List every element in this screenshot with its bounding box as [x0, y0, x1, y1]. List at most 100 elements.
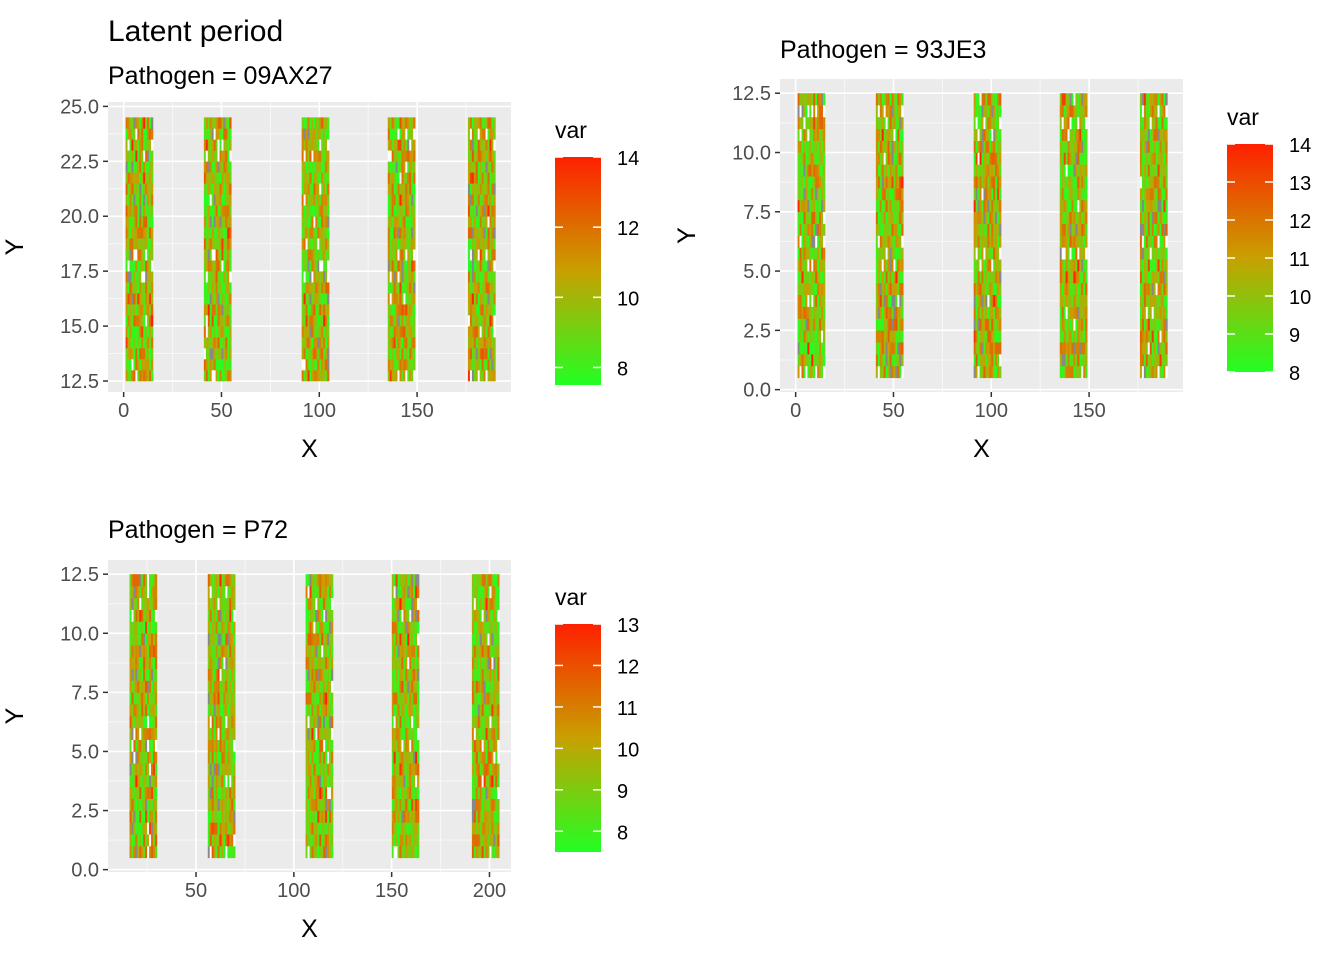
heatmap-tile — [147, 359, 150, 371]
heatmap-tile — [397, 692, 400, 705]
heatmap-tile — [1071, 105, 1074, 118]
heatmap-tile — [325, 680, 328, 693]
heatmap-tile — [487, 139, 490, 151]
heatmap-tile — [409, 359, 412, 371]
heatmap-tile — [149, 751, 152, 764]
heatmap-tile — [325, 668, 328, 681]
heatmap-tile — [331, 597, 334, 610]
heatmap-tile — [1161, 365, 1164, 379]
heatmap-tile — [813, 105, 816, 118]
heatmap-tile — [887, 152, 890, 165]
heatmap-tile — [1163, 365, 1166, 379]
heatmap-tile — [889, 342, 892, 355]
heatmap-tile — [405, 834, 408, 847]
heatmap-tile — [813, 152, 816, 165]
heatmap-tile — [129, 271, 132, 283]
heatmap-tile — [209, 668, 212, 681]
heatmap-tile — [1159, 330, 1162, 343]
heatmap-tile — [203, 216, 207, 228]
heatmap-tile — [229, 846, 232, 859]
heatmap-tile — [303, 194, 306, 206]
heatmap-tile — [325, 786, 328, 800]
heatmap-tile — [885, 294, 888, 307]
y-tick-label: 7.5 — [743, 202, 771, 224]
heatmap-tile — [219, 846, 222, 859]
heatmap-tile — [397, 293, 400, 305]
heatmap-tile — [415, 668, 418, 681]
heatmap-tile — [133, 846, 136, 859]
heatmap-tile — [219, 304, 222, 316]
heatmap-tile — [889, 211, 892, 224]
heatmap-tile — [973, 188, 976, 201]
heatmap-tile — [141, 183, 144, 195]
heatmap-tile — [393, 704, 396, 717]
heatmap-tile — [227, 810, 230, 823]
heatmap-tile — [797, 271, 800, 284]
heatmap-tile — [309, 216, 312, 228]
heatmap-tile — [149, 227, 152, 239]
heatmap-tile — [151, 680, 154, 693]
heatmap-tile — [147, 315, 150, 327]
heatmap-tile — [152, 716, 156, 729]
heatmap-tile — [1061, 365, 1064, 379]
heatmap-tile — [1065, 164, 1068, 177]
heatmap-tile — [1071, 128, 1074, 141]
heatmap-tile — [887, 259, 890, 272]
heatmap-tile — [1061, 128, 1064, 141]
heatmap-tile — [393, 282, 396, 294]
heatmap-tile — [225, 337, 228, 349]
heatmap-tile — [215, 359, 218, 371]
heatmap-tile — [1083, 235, 1086, 248]
heatmap-tile — [397, 621, 400, 634]
heatmap-tile — [303, 326, 306, 338]
heatmap-tile — [151, 704, 154, 717]
heatmap-tile — [395, 716, 398, 729]
heatmap-tile — [407, 117, 410, 129]
heatmap-tile — [305, 775, 308, 788]
heatmap-tile — [143, 645, 146, 658]
heatmap-tile — [473, 597, 477, 610]
heatmap-tile — [893, 330, 896, 343]
panel-09AX27: Pathogen = 09AX27 12.515.017.520.022.525… — [1, 62, 639, 463]
heatmap-tile — [409, 194, 412, 206]
heatmap-tile — [993, 318, 996, 331]
heatmap-tile — [997, 271, 1000, 284]
heatmap-tile — [485, 370, 488, 382]
heatmap-tile — [407, 128, 410, 140]
heatmap-tile — [983, 365, 986, 379]
heatmap-tile — [807, 271, 810, 284]
heatmap-tile — [477, 260, 480, 272]
heatmap-tile — [473, 834, 477, 847]
heatmap-tile — [313, 172, 316, 184]
heatmap-tile — [223, 150, 226, 162]
heatmap-tile — [125, 304, 128, 316]
heatmap-tile — [473, 282, 477, 294]
heatmap-tile — [135, 692, 138, 705]
heatmap-tile — [389, 238, 392, 250]
heatmap-tile — [1077, 176, 1080, 189]
heatmap-tile — [407, 574, 410, 587]
heatmap-tile — [217, 183, 220, 195]
heatmap-tile — [813, 330, 816, 343]
heatmap-tile — [223, 293, 226, 305]
heatmap-tile — [993, 271, 996, 284]
heatmap-tile — [395, 282, 398, 294]
heatmap-tile — [231, 751, 234, 764]
heatmap-tile — [801, 93, 804, 106]
heatmap-tile — [395, 727, 398, 740]
heatmap-tile — [215, 370, 218, 382]
heatmap-tile — [877, 306, 881, 319]
heatmap-tile — [811, 235, 814, 248]
heatmap-tile — [309, 716, 312, 729]
heatmap-tile — [411, 304, 414, 316]
heatmap-tile — [805, 152, 808, 165]
heatmap-tile — [387, 238, 391, 250]
heatmap-tile — [313, 775, 316, 788]
heatmap-tile — [391, 680, 394, 693]
heatmap-tile — [149, 238, 152, 250]
heatmap-tile — [493, 359, 496, 371]
heatmap-tile — [137, 337, 140, 349]
heatmap-tile — [811, 116, 814, 130]
heatmap-tile — [991, 235, 994, 248]
heatmap-tile — [811, 93, 814, 106]
